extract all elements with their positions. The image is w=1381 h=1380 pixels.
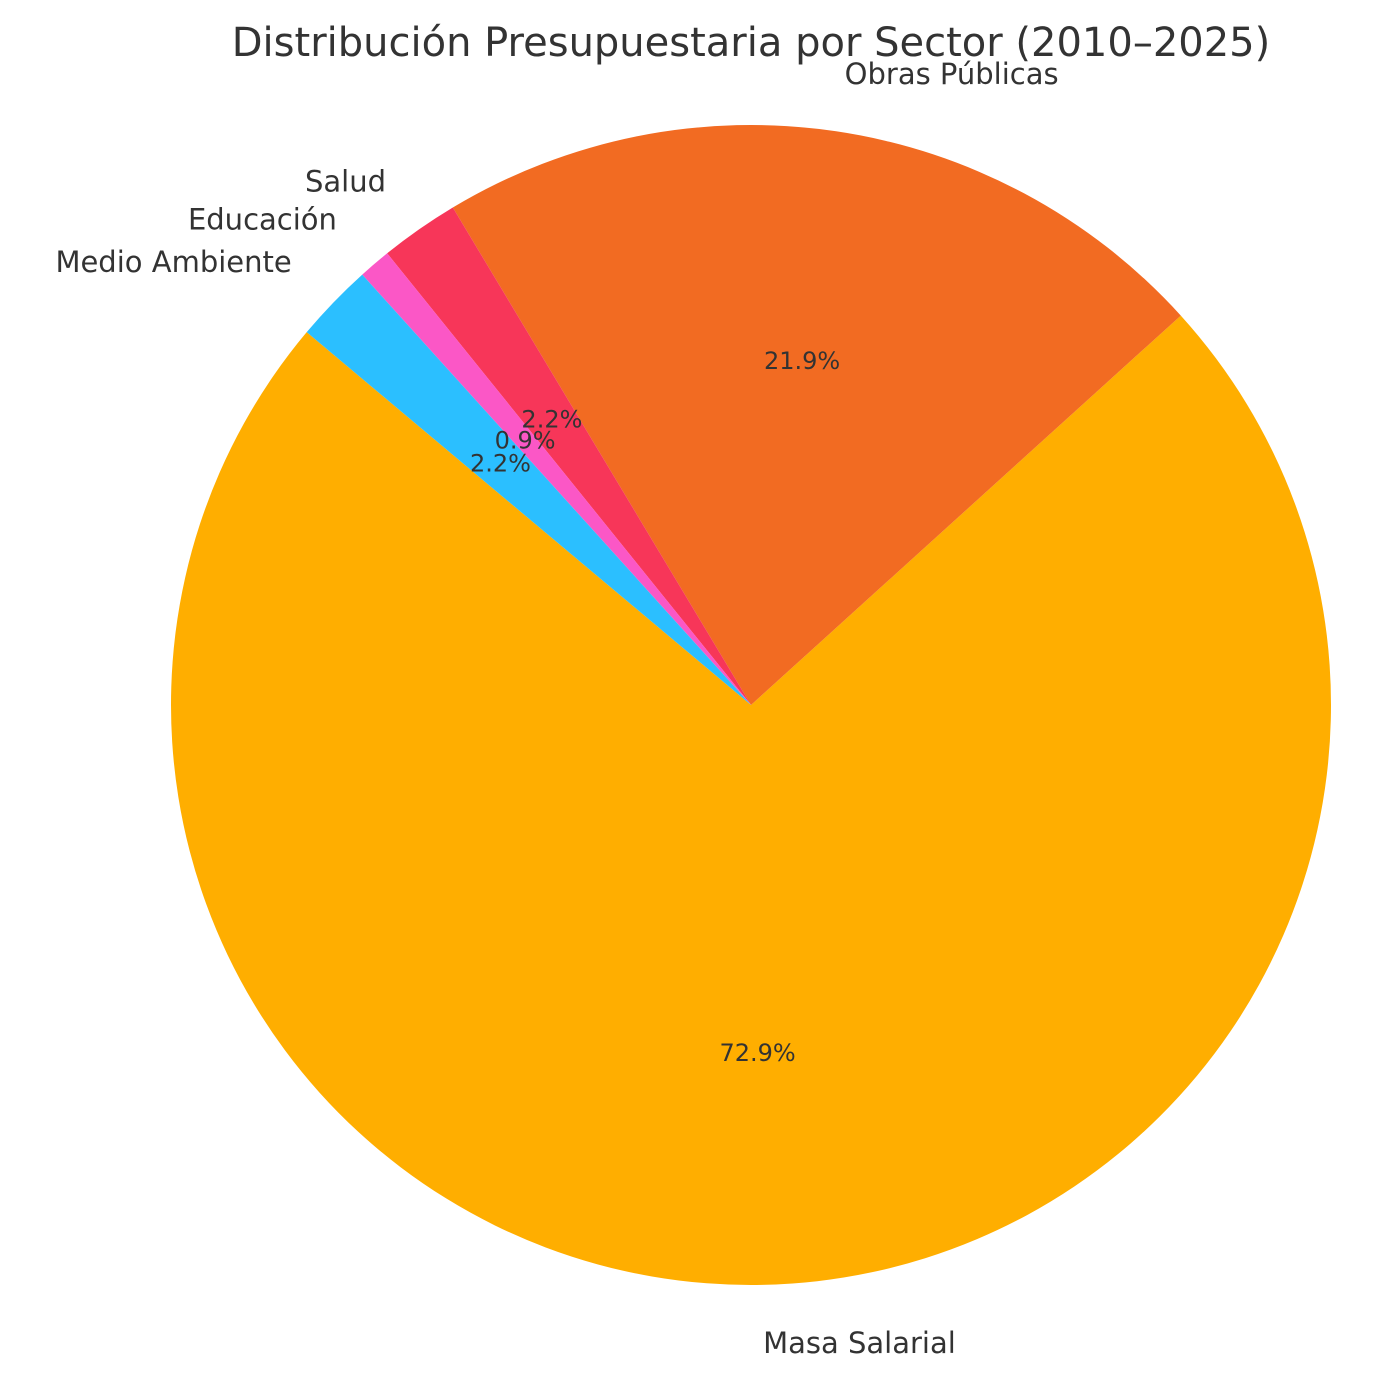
slice-label: Salud [305,165,386,199]
pie-slice [306,274,751,705]
slice-percent-label: 72.9% [719,1039,795,1067]
pie-slice [362,253,751,705]
pie-slices [170,125,1331,1286]
slice-percent-label: 2.2% [470,449,531,477]
slice-label: Medio Ambiente [55,245,291,279]
pie-labels: Masa Salarial Obras Públicas Salud Educació… [55,57,1058,1360]
slice-percent-label: 0.9% [495,426,556,454]
pie-slice [452,125,1181,705]
slice-label: Masa Salarial [763,1326,956,1360]
pie-slice [387,207,751,706]
slice-label: Obras Públicas [845,57,1059,91]
chart-title: Distribución Presupuestaria por Sector (… [232,20,1270,66]
slice-label: Educación [188,203,337,237]
pie-percent-labels: 72.9% 21.9% 2.2%0.9%2.2% [470,347,840,1067]
slice-percent-label: 21.9% [764,347,840,375]
slice-percent-label: 2.2% [521,406,582,434]
pie-slice [170,315,1331,1286]
